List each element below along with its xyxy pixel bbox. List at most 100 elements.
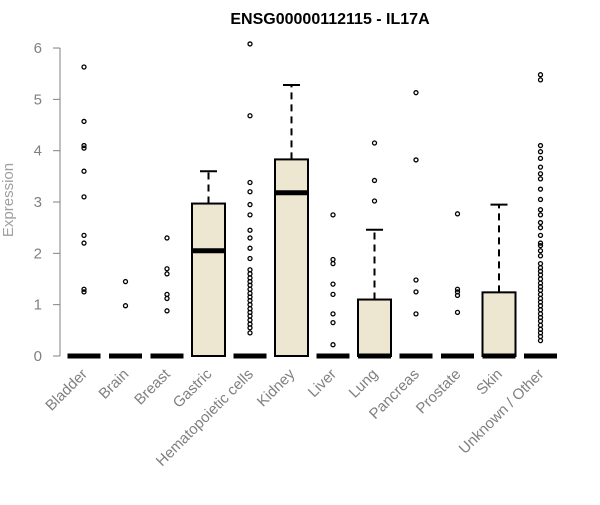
box-group — [191, 170, 226, 357]
outlier-point — [247, 306, 253, 312]
outlier-point — [330, 256, 336, 263]
outlier-point — [247, 271, 253, 277]
outlier-point — [537, 225, 544, 231]
outlier-point — [537, 248, 544, 254]
outlier-point — [247, 227, 253, 233]
outlier-point — [537, 265, 544, 271]
x-tick-label: Lung — [346, 366, 382, 402]
outlier-point — [537, 276, 544, 282]
outlier-point — [247, 41, 253, 47]
x-tick-label: Skin — [473, 366, 506, 399]
boxes — [67, 41, 557, 359]
outlier-point — [537, 142, 544, 149]
x-tick-label: Prostate — [413, 366, 465, 418]
outlier-point — [330, 291, 336, 298]
outlier-point — [81, 64, 87, 70]
outlier-point — [247, 212, 253, 218]
box-group — [481, 203, 517, 359]
outlier-point — [81, 240, 87, 246]
outlier-point — [537, 253, 544, 259]
outlier-point — [247, 189, 253, 195]
outlier-point — [537, 240, 544, 246]
y-tick-label: 1 — [34, 297, 42, 314]
outlier-point — [413, 311, 419, 317]
outlier-point — [537, 307, 544, 313]
outlier-point — [81, 289, 87, 295]
outlier-point — [330, 342, 336, 348]
y-tick-label: 4 — [34, 143, 42, 160]
outlier-point — [330, 260, 336, 267]
outlier-point — [247, 275, 253, 281]
outlier-point — [537, 232, 544, 239]
y-tick-label: 3 — [34, 194, 42, 211]
outlier-point — [537, 311, 544, 317]
box-group — [150, 235, 184, 359]
outlier-point — [371, 177, 378, 184]
outlier-point — [247, 302, 253, 308]
outlier-point — [537, 149, 544, 155]
outlier-point — [81, 194, 87, 200]
box-group — [109, 278, 142, 359]
outlier-point — [247, 245, 253, 251]
outlier-point — [537, 196, 544, 203]
outlier-point — [454, 289, 461, 295]
outlier-point — [537, 295, 544, 302]
outlier-point — [371, 140, 378, 146]
outlier-point — [164, 266, 170, 272]
outlier-point — [371, 198, 378, 204]
outlier-point — [164, 291, 170, 298]
outlier-point — [247, 179, 253, 186]
outlier-point — [537, 242, 544, 249]
outlier-point — [247, 286, 253, 292]
outlier-point — [164, 271, 170, 277]
outlier-point — [81, 286, 87, 292]
box-group — [524, 72, 557, 359]
outlier-point — [247, 267, 253, 273]
y-tick-label: 2 — [34, 245, 42, 262]
outlier-point — [247, 290, 253, 297]
y-tick-label: 0 — [34, 348, 42, 365]
box-group — [399, 90, 433, 359]
outlier-point — [413, 90, 419, 96]
outlier-point — [164, 295, 170, 302]
outlier-point — [330, 281, 336, 287]
outlier-point — [330, 311, 336, 317]
outlier-point — [81, 168, 87, 174]
outlier-point — [413, 277, 419, 283]
outlier-point — [454, 211, 461, 217]
outlier-point — [537, 186, 544, 192]
chart-title: ENSG00000112115 - IL17A — [230, 11, 430, 28]
outlier-point — [247, 235, 253, 241]
box-group — [67, 64, 101, 359]
outlier-point — [537, 291, 544, 298]
x-tick-label: Kidney — [254, 365, 299, 410]
outlier-point — [247, 113, 253, 119]
outlier-point — [537, 219, 544, 226]
outlier-point — [81, 232, 87, 239]
outlier-point — [537, 260, 544, 267]
outlier-point — [164, 235, 170, 241]
x-tick-label: Bladder — [42, 366, 91, 415]
outlier-point — [81, 118, 87, 125]
outlier-point — [537, 72, 544, 78]
outlier-point — [537, 212, 544, 218]
x-tick-label: Brain — [96, 366, 133, 403]
outlier-point — [537, 171, 544, 177]
outlier-point — [413, 289, 419, 295]
outlier-point — [247, 201, 253, 208]
outlier-point — [122, 278, 129, 285]
y-axis: 0 1 2 3 4 5 6 — [34, 40, 61, 365]
outlier-point — [164, 308, 170, 314]
outlier-point — [454, 286, 461, 292]
box-group — [316, 212, 350, 359]
y-tick-label: 6 — [34, 40, 42, 57]
outlier-point — [537, 164, 544, 170]
y-tick-label: 5 — [34, 91, 42, 108]
outlier-point — [537, 176, 544, 182]
box-rect — [357, 298, 392, 357]
outlier-point — [122, 303, 129, 309]
box-group — [357, 140, 392, 359]
outlier-point — [537, 337, 544, 344]
